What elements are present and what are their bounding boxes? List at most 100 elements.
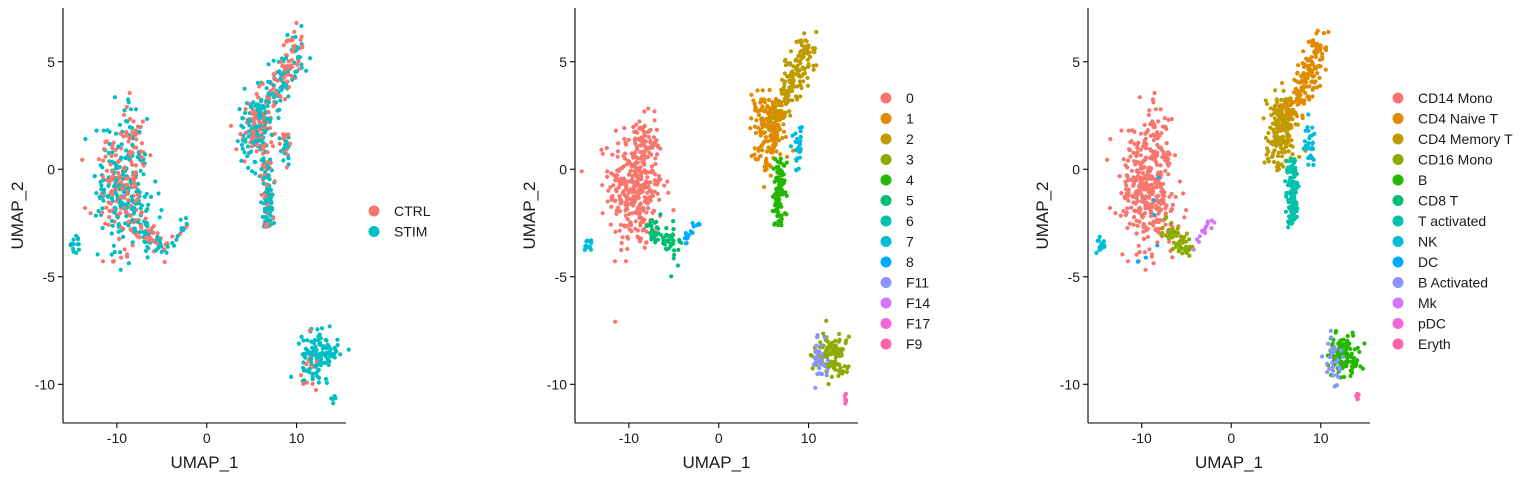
y-tick-label: 0 <box>47 161 55 177</box>
legend-item: CD14 Mono <box>1392 90 1493 106</box>
data-point <box>1304 56 1309 61</box>
data-point <box>108 162 113 167</box>
data-point <box>637 119 642 124</box>
data-point <box>1287 116 1292 121</box>
data-point <box>1180 240 1185 245</box>
data-point <box>748 126 753 131</box>
data-point <box>1166 163 1171 168</box>
data-point <box>327 344 332 349</box>
legend-swatch <box>880 338 892 350</box>
data-point <box>1289 179 1295 184</box>
data-point <box>1148 210 1153 215</box>
data-point <box>252 159 257 164</box>
data-point <box>130 198 135 203</box>
data-point <box>664 226 669 231</box>
data-point <box>122 247 127 252</box>
data-point <box>1301 85 1306 90</box>
data-point <box>312 338 317 343</box>
legend-label: CD16 Mono <box>1418 152 1493 168</box>
data-point <box>102 147 107 152</box>
data-point <box>171 243 177 248</box>
data-point <box>1137 210 1142 215</box>
data-point <box>1297 154 1302 159</box>
legend-label: F17 <box>906 316 930 332</box>
data-point <box>768 173 773 178</box>
data-point <box>804 48 809 53</box>
data-point <box>241 125 246 130</box>
data-point <box>1160 155 1165 160</box>
data-point <box>760 148 765 153</box>
data-point <box>255 132 260 137</box>
legend-item: 0 <box>880 90 914 106</box>
legend-item: 3 <box>880 152 914 168</box>
data-point <box>836 339 841 344</box>
data-point <box>1126 128 1131 133</box>
data-point <box>1281 88 1286 93</box>
data-point <box>648 127 653 132</box>
data-point <box>690 221 695 226</box>
data-point <box>648 231 653 236</box>
data-point <box>126 219 131 224</box>
data-point <box>627 159 632 164</box>
data-point <box>1121 209 1126 214</box>
legend-swatch <box>880 236 892 247</box>
data-point <box>1147 195 1152 200</box>
legend-item: 4 <box>880 172 914 188</box>
data-point <box>115 165 120 170</box>
data-point <box>124 119 129 124</box>
data-point <box>634 174 639 180</box>
data-point <box>1151 223 1156 228</box>
data-point <box>280 64 285 69</box>
data-point <box>121 112 127 118</box>
data-point <box>105 128 110 133</box>
x-tick-label: 10 <box>801 430 817 446</box>
data-point <box>788 49 794 54</box>
data-point <box>651 135 657 140</box>
data-point <box>156 191 161 196</box>
data-point <box>249 169 255 174</box>
data-point <box>648 140 653 145</box>
legend-label: CTRL <box>394 203 431 219</box>
data-point <box>587 244 592 249</box>
data-point <box>257 84 262 89</box>
data-point <box>762 139 767 145</box>
data-point <box>1176 241 1181 246</box>
data-point <box>1156 119 1161 124</box>
data-point <box>1314 41 1320 46</box>
data-point <box>1289 166 1294 171</box>
data-point <box>1155 142 1160 147</box>
data-point <box>137 230 143 235</box>
data-point <box>1166 117 1171 122</box>
data-point <box>1290 215 1295 220</box>
data-point <box>624 142 629 147</box>
data-point <box>633 150 638 155</box>
data-point <box>281 43 286 48</box>
data-point <box>615 173 620 178</box>
data-point <box>138 124 143 129</box>
legend-item: CTRL <box>368 203 431 219</box>
data-point <box>631 124 636 129</box>
legend-label: T activated <box>1418 213 1486 229</box>
data-point <box>317 360 322 365</box>
data-point <box>294 69 299 74</box>
legend-swatch <box>1392 174 1404 186</box>
data-point <box>626 137 631 142</box>
data-point <box>609 194 614 200</box>
data-point <box>1141 236 1146 242</box>
data-point <box>271 86 276 91</box>
data-point <box>1143 203 1148 208</box>
data-point <box>817 366 822 371</box>
data-point <box>653 162 658 167</box>
data-point <box>1105 157 1110 162</box>
data-point <box>1180 251 1185 256</box>
data-point <box>1097 234 1102 239</box>
data-point <box>110 150 115 155</box>
data-point <box>1274 139 1279 144</box>
data-point <box>623 184 629 189</box>
data-point <box>804 39 809 44</box>
data-point <box>671 238 676 243</box>
data-point <box>749 92 754 97</box>
legend-swatch <box>880 133 892 145</box>
data-point <box>1330 360 1335 365</box>
data-point <box>247 150 252 155</box>
